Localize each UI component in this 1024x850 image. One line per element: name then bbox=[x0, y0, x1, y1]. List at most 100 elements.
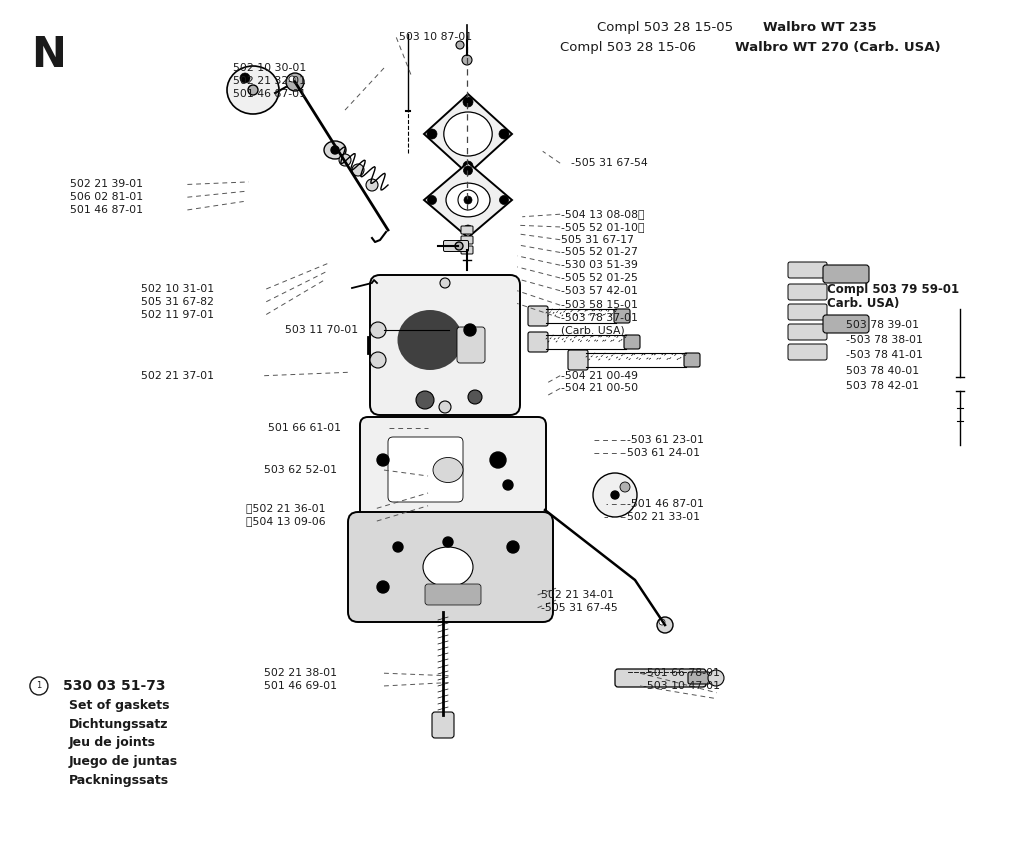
Circle shape bbox=[377, 454, 389, 466]
FancyBboxPatch shape bbox=[348, 512, 553, 622]
Circle shape bbox=[620, 482, 630, 492]
Text: Jeu de joints: Jeu de joints bbox=[69, 736, 156, 750]
Polygon shape bbox=[424, 94, 512, 174]
FancyBboxPatch shape bbox=[528, 306, 548, 326]
FancyBboxPatch shape bbox=[788, 262, 827, 278]
Circle shape bbox=[366, 179, 378, 191]
Circle shape bbox=[289, 76, 295, 82]
Text: 502 10 30-01: 502 10 30-01 bbox=[233, 63, 307, 73]
Circle shape bbox=[464, 166, 472, 175]
Circle shape bbox=[659, 619, 665, 625]
Circle shape bbox=[503, 480, 513, 490]
Ellipse shape bbox=[433, 457, 463, 483]
Text: -504 13 08-08ⓘ: -504 13 08-08ⓘ bbox=[561, 209, 645, 219]
FancyBboxPatch shape bbox=[388, 437, 463, 502]
Text: Packningssats: Packningssats bbox=[69, 774, 169, 787]
FancyBboxPatch shape bbox=[370, 275, 520, 415]
FancyBboxPatch shape bbox=[688, 672, 710, 684]
Circle shape bbox=[377, 581, 389, 593]
Text: 502 11 97-01: 502 11 97-01 bbox=[141, 309, 214, 320]
Text: 502 21 37-01: 502 21 37-01 bbox=[141, 371, 214, 381]
Circle shape bbox=[370, 352, 386, 368]
Text: 503 10 87-01: 503 10 87-01 bbox=[399, 32, 472, 42]
Text: Set of gaskets: Set of gaskets bbox=[69, 699, 169, 712]
FancyBboxPatch shape bbox=[823, 265, 869, 283]
Text: -501 46 87-01: -501 46 87-01 bbox=[627, 499, 703, 509]
FancyBboxPatch shape bbox=[614, 309, 630, 323]
Ellipse shape bbox=[324, 141, 346, 159]
Text: -530 03 51-39: -530 03 51-39 bbox=[561, 260, 638, 270]
Text: -503 78 41-01: -503 78 41-01 bbox=[846, 350, 923, 360]
Text: Walbro WT 270 (Carb. USA): Walbro WT 270 (Carb. USA) bbox=[735, 41, 941, 54]
Ellipse shape bbox=[423, 547, 473, 587]
FancyBboxPatch shape bbox=[528, 332, 548, 352]
Text: 502 21 33-01: 502 21 33-01 bbox=[627, 512, 699, 522]
Circle shape bbox=[499, 129, 509, 139]
Text: 503 62 52-01: 503 62 52-01 bbox=[264, 465, 337, 475]
Circle shape bbox=[416, 391, 434, 409]
Circle shape bbox=[440, 278, 450, 288]
Circle shape bbox=[708, 670, 724, 686]
Circle shape bbox=[439, 401, 451, 413]
Ellipse shape bbox=[446, 183, 490, 217]
Text: 502 21 32-01: 502 21 32-01 bbox=[233, 76, 306, 86]
Text: ⓘ504 13 09-06: ⓘ504 13 09-06 bbox=[246, 516, 326, 526]
Text: Walbro WT 235: Walbro WT 235 bbox=[763, 21, 877, 34]
Text: Carb. USA): Carb. USA) bbox=[827, 297, 900, 310]
Text: -505 31 67-45: -505 31 67-45 bbox=[541, 603, 617, 613]
Polygon shape bbox=[424, 162, 512, 237]
FancyBboxPatch shape bbox=[360, 417, 546, 523]
FancyBboxPatch shape bbox=[432, 712, 454, 738]
Text: Compl 503 28 15-06: Compl 503 28 15-06 bbox=[560, 41, 700, 54]
Text: ⓘ502 21 36-01: ⓘ502 21 36-01 bbox=[246, 503, 326, 513]
Circle shape bbox=[468, 390, 482, 404]
Ellipse shape bbox=[397, 310, 463, 370]
Text: 501 46 87-01: 501 46 87-01 bbox=[233, 88, 306, 99]
Text: 506 02 81-01: 506 02 81-01 bbox=[70, 192, 142, 202]
FancyBboxPatch shape bbox=[443, 241, 469, 252]
Circle shape bbox=[286, 73, 304, 91]
Text: -505 52 01-27: -505 52 01-27 bbox=[561, 247, 638, 258]
Text: 1: 1 bbox=[36, 682, 42, 690]
Text: 501 46 69-01: 501 46 69-01 bbox=[264, 681, 337, 691]
Circle shape bbox=[593, 473, 637, 517]
FancyBboxPatch shape bbox=[568, 350, 588, 370]
FancyBboxPatch shape bbox=[461, 226, 473, 234]
FancyBboxPatch shape bbox=[684, 353, 700, 367]
Circle shape bbox=[456, 41, 464, 49]
Text: 503 78 40-01: 503 78 40-01 bbox=[846, 366, 919, 376]
Circle shape bbox=[490, 452, 506, 468]
Circle shape bbox=[427, 196, 436, 205]
Text: -505 52 01-25: -505 52 01-25 bbox=[561, 273, 638, 283]
Text: -503 61 23-01: -503 61 23-01 bbox=[627, 435, 703, 445]
Circle shape bbox=[507, 541, 519, 553]
FancyBboxPatch shape bbox=[624, 335, 640, 349]
Circle shape bbox=[331, 146, 339, 154]
FancyBboxPatch shape bbox=[788, 304, 827, 320]
Circle shape bbox=[370, 322, 386, 338]
Circle shape bbox=[393, 542, 403, 552]
Text: -505 31 67-54: -505 31 67-54 bbox=[571, 158, 648, 168]
Text: (Carb. USA): (Carb. USA) bbox=[561, 326, 625, 336]
FancyBboxPatch shape bbox=[615, 669, 706, 687]
Circle shape bbox=[657, 617, 673, 633]
Text: -504 21 00-50: -504 21 00-50 bbox=[561, 383, 638, 394]
Text: 503 11 70-01: 503 11 70-01 bbox=[285, 325, 357, 335]
Text: -503 57 42-01: -503 57 42-01 bbox=[561, 286, 638, 296]
Text: -503 10 47-01: -503 10 47-01 bbox=[643, 681, 720, 691]
Circle shape bbox=[611, 491, 618, 499]
Text: N: N bbox=[31, 34, 66, 76]
Text: Compl 503 79 59-01: Compl 503 79 59-01 bbox=[827, 282, 959, 296]
Circle shape bbox=[248, 85, 258, 95]
Text: 502 21 34-01: 502 21 34-01 bbox=[541, 590, 613, 600]
Text: 502 21 38-01: 502 21 38-01 bbox=[264, 668, 337, 678]
Circle shape bbox=[455, 242, 463, 250]
Text: 502 21 39-01: 502 21 39-01 bbox=[70, 179, 142, 190]
Text: -505 52 01-10ⓘ: -505 52 01-10ⓘ bbox=[561, 222, 645, 232]
Text: Juego de juntas: Juego de juntas bbox=[69, 755, 178, 768]
Circle shape bbox=[240, 73, 250, 83]
Circle shape bbox=[458, 190, 478, 210]
Text: 505 31 67-17: 505 31 67-17 bbox=[561, 235, 634, 245]
Text: -503 78 37-01: -503 78 37-01 bbox=[561, 313, 638, 323]
Text: -503 58 15-01: -503 58 15-01 bbox=[561, 300, 638, 310]
